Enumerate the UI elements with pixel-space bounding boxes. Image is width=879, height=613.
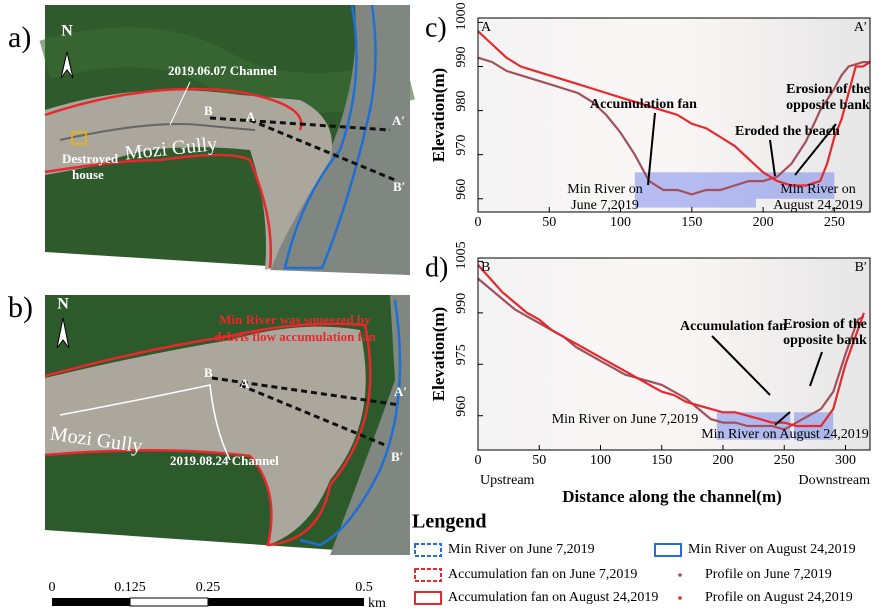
legend-swatch: [415, 569, 441, 581]
map-a: [45, 5, 410, 275]
map-label: A′: [394, 384, 407, 399]
map-note: debris flow accumulation fan: [214, 329, 376, 344]
scale-unit: km: [368, 596, 386, 611]
profile-start: A: [481, 20, 492, 35]
legend-swatch: [655, 544, 681, 556]
annotation: opposite bank: [786, 98, 870, 113]
x-tick-label: 150: [681, 215, 702, 230]
x-tick-label: 200: [713, 453, 734, 468]
y-tick-label: 975: [454, 344, 469, 365]
scale-label: 0.25: [196, 580, 221, 595]
x-tick-label: 50: [542, 215, 556, 230]
y-tick-label: 990: [454, 293, 469, 314]
scale-bar: [52, 598, 364, 606]
annotation: Accumulation fan: [680, 319, 787, 334]
profile-end: A′: [854, 20, 867, 35]
y-tick-label: 960: [454, 396, 469, 417]
legend-label: Accumulation fan on June 7,2019: [448, 567, 637, 582]
profile-start: B: [481, 260, 490, 275]
annotation: Min River on June 7,2019: [552, 412, 699, 427]
map-note: Min River was squeezed by: [219, 312, 371, 327]
x-axis-label: Distance along the channel(m): [562, 487, 782, 506]
map-label: A′: [392, 113, 405, 128]
annotation: Min River on August 24,2019: [701, 427, 869, 442]
x-tick-label: 0: [475, 453, 482, 468]
x-tick-label: 250: [774, 453, 795, 468]
map-label: 2019.08.24 Channel: [170, 453, 279, 468]
legend-label: Profile on June 7,2019: [705, 567, 832, 582]
x-tick-label: 150: [651, 453, 672, 468]
profile-end: B′: [855, 260, 867, 275]
y-tick-label: 1005: [454, 241, 469, 269]
map-label: B: [204, 365, 213, 380]
annotation: Min River on: [780, 182, 855, 197]
legend-dot: [678, 573, 682, 577]
map-label: A: [246, 109, 256, 124]
legend-swatch: [415, 544, 441, 556]
annotation: Min River on: [567, 182, 642, 197]
panel-label: d): [425, 252, 448, 283]
y-tick-label: 960: [454, 179, 469, 200]
y-tick-label: 980: [454, 91, 469, 112]
map-label: 2019.06.07 Channel: [168, 63, 277, 78]
y-tick-label: 970: [454, 135, 469, 156]
x-tick-label: 250: [824, 215, 845, 230]
north: N: [61, 23, 73, 40]
north: N: [57, 296, 69, 313]
legend-label: Min River on June 7,2019: [448, 542, 595, 557]
scale-label: 0: [49, 580, 56, 595]
legend-dot: [678, 596, 682, 600]
map-label: house: [72, 167, 104, 182]
map-label: B′: [391, 449, 403, 464]
y-tick-label: 990: [454, 47, 469, 68]
annotation: August 24,2019: [773, 198, 862, 213]
legend-swatch: [415, 592, 441, 604]
annotation: Eroded the beach: [735, 124, 840, 139]
legend-label: Profile on August 24,2019: [705, 590, 853, 605]
annotation: Erosion of the: [783, 317, 867, 332]
map-label: A: [240, 376, 250, 391]
scale-label: 0.5: [355, 580, 373, 595]
legend-label: Min River on August 24,2019: [688, 542, 856, 557]
annotation: June 7,2019: [571, 198, 639, 213]
annotation: Accumulation fan: [590, 97, 697, 112]
legend-label: Accumulation fan on August 24,2019: [448, 590, 658, 605]
x-tick-label: 100: [590, 453, 611, 468]
x-tick-label: 50: [532, 453, 546, 468]
y-tick-label: 1000: [454, 2, 469, 30]
map-label: B: [204, 103, 213, 118]
x-tick-label: 0: [475, 215, 482, 230]
x-tick-label: 300: [835, 453, 856, 468]
figure: a) N 2019.06.07 Channel Destroyed house …: [0, 0, 879, 613]
scale-label: 0.125: [114, 580, 146, 595]
downstream-label: Downstream: [798, 473, 870, 488]
panel-label: b): [8, 291, 33, 324]
y-axis-label: Elevation(m): [429, 307, 448, 401]
annotation: opposite bank: [783, 333, 867, 348]
map-label: Destroyed: [62, 151, 119, 166]
x-tick-label: 100: [610, 215, 631, 230]
upstream-label: Upstream: [480, 473, 535, 488]
min-river-band: [635, 172, 756, 207]
annotation: Erosion of the: [786, 82, 870, 97]
map-label: B′: [393, 179, 405, 194]
legend-title: Lengend: [412, 511, 486, 533]
x-tick-label: 200: [753, 215, 774, 230]
y-axis-label: Elevation(m): [429, 68, 448, 162]
panel-label: a): [8, 21, 31, 54]
panel-label: c): [425, 12, 447, 43]
